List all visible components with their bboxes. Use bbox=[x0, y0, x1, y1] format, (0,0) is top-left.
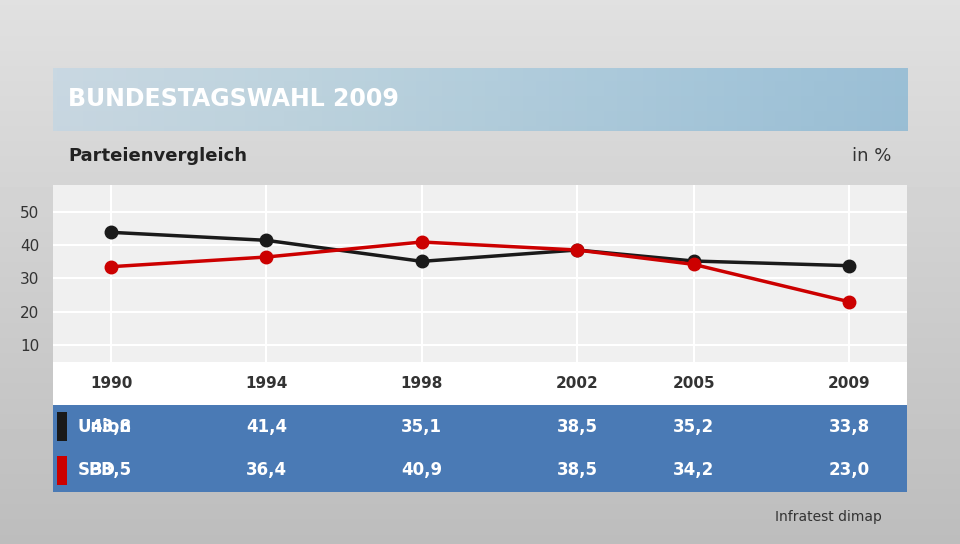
Text: Infratest dimap: Infratest dimap bbox=[775, 510, 881, 524]
Text: 2002: 2002 bbox=[556, 376, 598, 391]
Text: 38,5: 38,5 bbox=[557, 418, 597, 436]
Text: 35,1: 35,1 bbox=[401, 418, 443, 436]
Text: Union: Union bbox=[78, 418, 132, 436]
Text: 43,8: 43,8 bbox=[90, 418, 132, 436]
Text: 1998: 1998 bbox=[400, 376, 443, 391]
Bar bbox=[53, 449, 907, 492]
Text: 1994: 1994 bbox=[245, 376, 288, 391]
Text: SPD: SPD bbox=[78, 461, 115, 479]
Text: 36,4: 36,4 bbox=[246, 461, 287, 479]
Text: 33,8: 33,8 bbox=[828, 418, 870, 436]
Text: 1990: 1990 bbox=[90, 376, 132, 391]
Text: 40,9: 40,9 bbox=[401, 461, 443, 479]
Text: BUNDESTAGSWAHL 2009: BUNDESTAGSWAHL 2009 bbox=[68, 87, 399, 112]
Text: 38,5: 38,5 bbox=[557, 461, 597, 479]
Bar bbox=[53, 405, 907, 449]
Text: 41,4: 41,4 bbox=[246, 418, 287, 436]
Bar bbox=[53, 362, 907, 405]
Text: 2005: 2005 bbox=[672, 376, 715, 391]
Text: Parteienvergleich: Parteienvergleich bbox=[68, 147, 247, 165]
Text: in %: in % bbox=[852, 147, 892, 165]
Text: 23,0: 23,0 bbox=[828, 461, 870, 479]
Bar bbox=[57, 456, 67, 485]
Bar bbox=[57, 412, 67, 441]
Text: 35,2: 35,2 bbox=[673, 418, 714, 436]
Text: 34,2: 34,2 bbox=[673, 461, 714, 479]
Text: 33,5: 33,5 bbox=[90, 461, 132, 479]
Text: 2009: 2009 bbox=[828, 376, 871, 391]
